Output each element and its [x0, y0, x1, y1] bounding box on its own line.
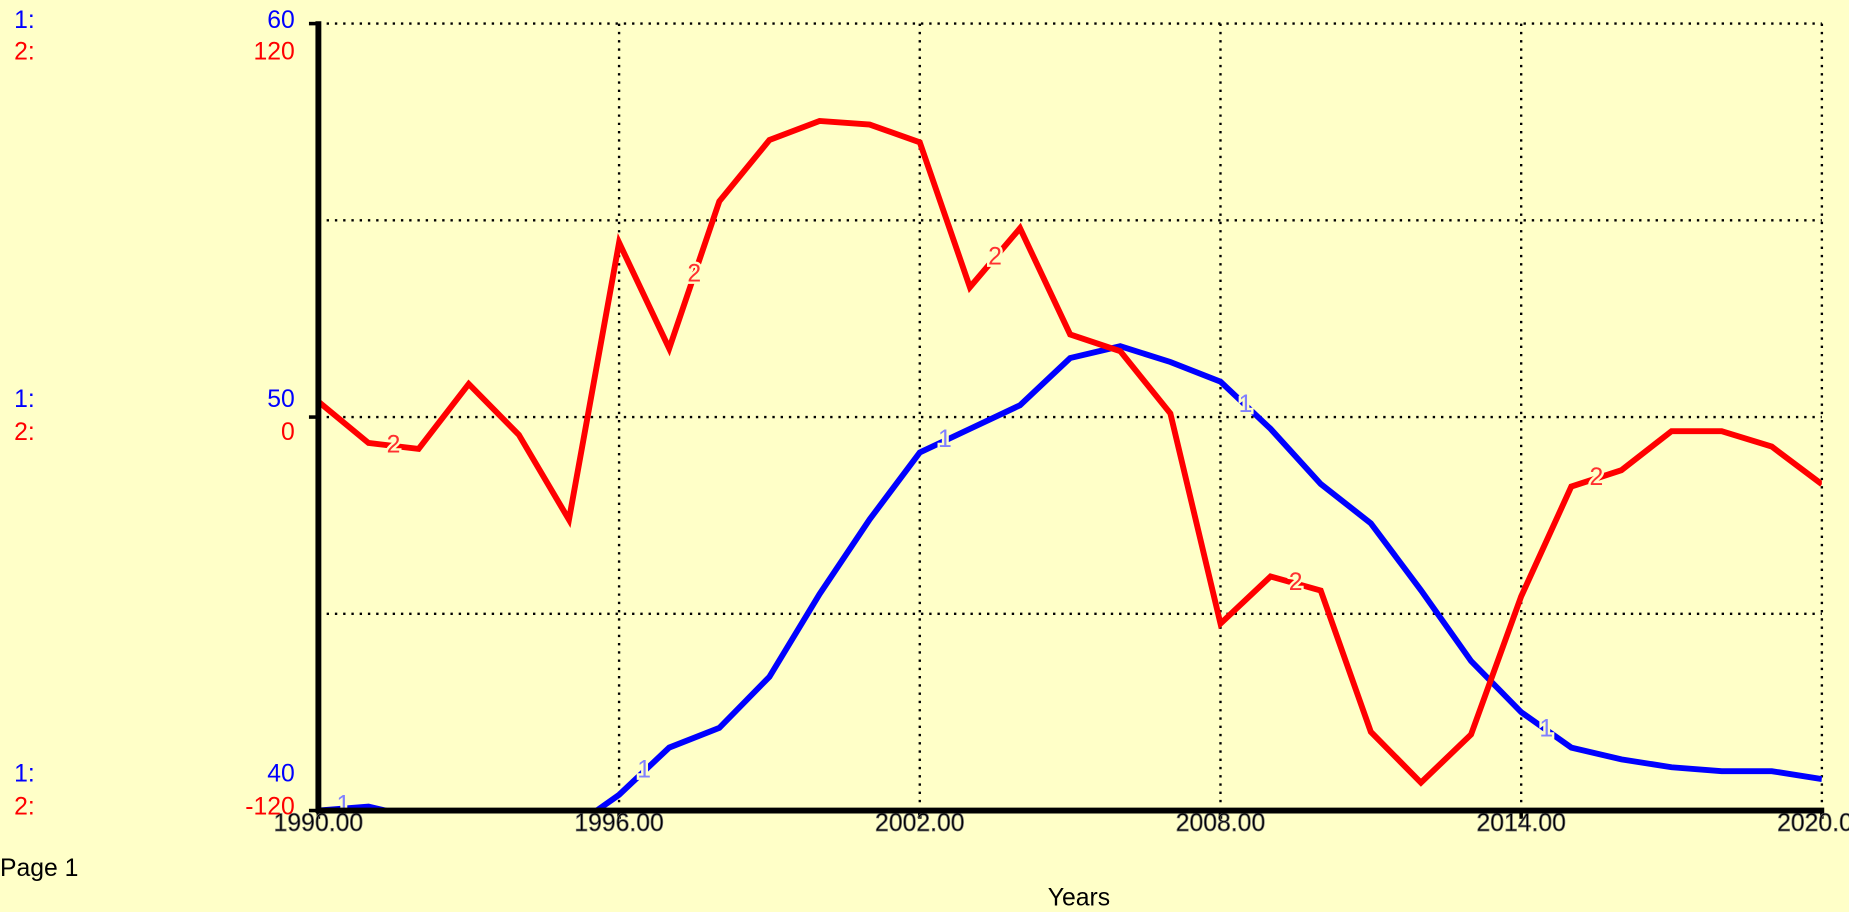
axis-key: 1:: [14, 761, 35, 788]
x-axis-label: Years: [1048, 885, 1110, 912]
y-tick-label: 60: [267, 7, 295, 34]
axis-key: 2:: [14, 794, 35, 821]
y2-tick-label: 0: [281, 419, 295, 446]
series-marker-label: 1: [637, 757, 651, 784]
y2-tick-label: 120: [254, 39, 295, 66]
y2-tick-label: -120: [245, 794, 295, 821]
x-tick-label: 2002.00: [875, 810, 964, 837]
series-line: [318, 343, 1822, 811]
axis-key: 2:: [14, 39, 35, 66]
axes: 1990.00 1996.00 2002.00 2008.00 2014.00 2020.…: [14, 7, 1849, 838]
series-line: [318, 117, 1822, 787]
grid: [318, 22, 1824, 811]
series-marker-label: 1: [337, 791, 351, 818]
y-tick-label: 40: [267, 761, 295, 788]
series-marker-label: 1: [1539, 715, 1553, 742]
x-tick-label: 1996.00: [574, 810, 663, 837]
series-marker-label: 2: [1589, 464, 1603, 491]
plot: 1 1 1 1 1 2 2 2 2 2: [318, 117, 1822, 818]
series-marker-label: 2: [1289, 569, 1303, 596]
x-tick-label: 2014.00: [1476, 810, 1565, 837]
y-tick-label: 50: [267, 386, 295, 413]
x-tick-label: 2020.00: [1777, 810, 1849, 837]
page-label: Page 1: [0, 855, 78, 882]
series-marker-label: 2: [687, 260, 701, 287]
series-marker-label: 1: [1239, 391, 1253, 418]
x-tick-label: 2008.00: [1176, 810, 1265, 837]
series-marker-label: 2: [988, 243, 1002, 270]
x-tick-label: 1990.00: [274, 810, 363, 837]
axis-key: 2:: [14, 419, 35, 446]
series-marker-label: 1: [938, 426, 952, 453]
axis-key: 1:: [14, 386, 35, 413]
series-marker-label: 2: [387, 431, 401, 458]
axis-key: 1:: [14, 7, 35, 34]
